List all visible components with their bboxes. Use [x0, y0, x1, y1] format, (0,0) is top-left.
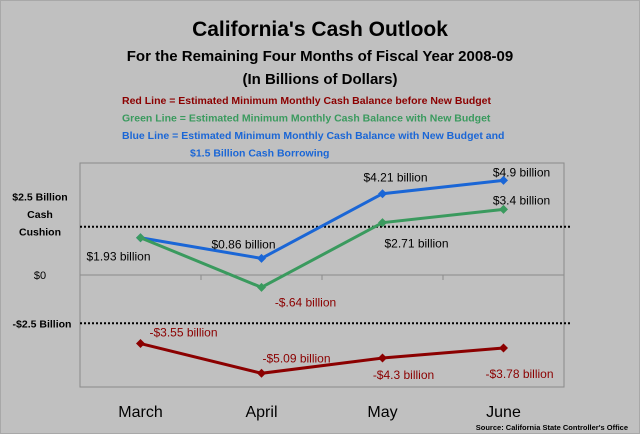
data-point-marker — [257, 368, 266, 378]
red-series-line — [140, 342, 504, 375]
data-point-marker — [136, 339, 145, 349]
green-series: $1.93 billion -$.64 billion $2.71 billion $… — [86, 193, 550, 309]
data-point-marker — [257, 253, 266, 263]
reference-line-label: Cushion — [19, 227, 61, 239]
y-zero-label: $0 — [34, 270, 46, 282]
chart-subtitle-units: (In Billions of Dollars) — [242, 71, 397, 88]
series-group: $0.86 billion $4.21 billion $4.9 billion $1… — [86, 165, 553, 382]
chart-title: California's Cash Outlook — [192, 18, 448, 41]
data-label: $4.9 billion — [493, 165, 550, 179]
reference-line-label: -$2.5 Billion — [13, 318, 72, 330]
data-label: -$3.55 billion — [149, 326, 217, 340]
legend-entry: Green Line = Estimated Minimum Monthly C… — [122, 113, 491, 125]
chart-subtitle: For the Remaining Four Months of Fiscal … — [127, 48, 513, 65]
blue-series: $0.86 billion $4.21 billion $4.9 billion — [136, 165, 550, 263]
data-label: -$3.78 billion — [485, 367, 553, 381]
data-label: $1.93 billion — [86, 250, 150, 264]
x-tick-label: April — [245, 404, 277, 421]
data-label: -$5.09 billion — [262, 351, 330, 365]
data-point-marker — [257, 282, 266, 292]
blue-series-line — [140, 178, 504, 260]
data-label: -$4.3 billion — [373, 368, 434, 382]
data-label: $3.4 billion — [493, 193, 550, 207]
legend: Red Line = Estimated Minimum Monthly Cas… — [122, 95, 504, 160]
data-point-marker — [378, 189, 387, 199]
legend-entry: Blue Line = Estimated Minimum Monthly Ca… — [122, 130, 504, 142]
data-label: $0.86 billion — [211, 237, 275, 251]
x-tick-label: May — [367, 404, 397, 421]
green-series-line — [139, 207, 504, 290]
data-point-marker — [136, 233, 145, 243]
data-point-marker — [499, 204, 508, 214]
data-point-marker — [378, 353, 387, 363]
x-tick-label: March — [118, 404, 162, 421]
reference-line-label: Cash — [27, 209, 53, 221]
data-label: -$.64 billion — [275, 295, 336, 309]
legend-entry: $1.5 Billion Cash Borrowing — [190, 148, 329, 160]
data-label: $2.71 billion — [384, 237, 448, 251]
data-point-marker — [378, 218, 387, 228]
legend-entry: Red Line = Estimated Minimum Monthly Cas… — [122, 95, 492, 107]
axes: $0 $2.5 Billion Cash Cushion -$2.5 Billion Ma… — [12, 192, 572, 421]
source-note: Source: California State Controller's Of… — [476, 423, 628, 432]
data-point-marker — [499, 175, 508, 185]
data-label: $4.21 billion — [363, 171, 427, 185]
x-tick-label: June — [486, 404, 521, 421]
data-point-marker — [499, 343, 508, 353]
red-series: -$3.55 billion -$5.09 billion -$4.3 billio… — [136, 326, 554, 382]
reference-line-label: $2.5 Billion — [12, 192, 67, 204]
